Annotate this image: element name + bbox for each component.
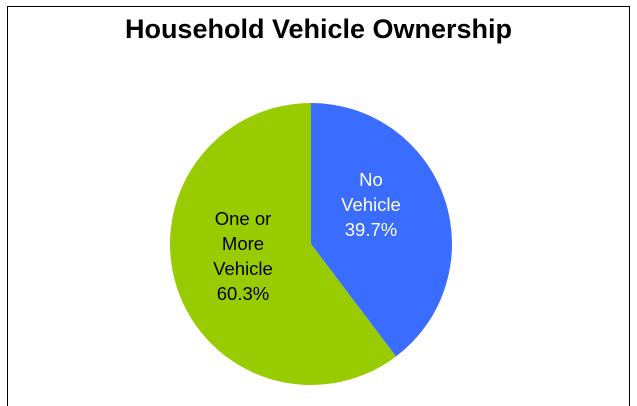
- pie-slice-value: 39.7%: [345, 219, 397, 240]
- pie-slice-label-line: Vehicle: [341, 194, 401, 215]
- pie-slice-label-0: No Vehicle 39.7%: [341, 169, 401, 240]
- pie-slice-value: 60.3%: [217, 283, 269, 304]
- pie-slice-label-line: Vehicle: [213, 258, 273, 279]
- pie-slice-label-1: One or More Vehicle 60.3%: [213, 208, 273, 304]
- pie-slice-1: [169, 103, 397, 385]
- chart-title: Household Vehicle Ownership: [124, 14, 513, 44]
- pie-slice-label-line: One or: [215, 208, 272, 229]
- pie-slice-label-line: More: [222, 233, 264, 254]
- pie-slice-label-line: No: [359, 169, 383, 190]
- pie-slice-0: [311, 103, 452, 357]
